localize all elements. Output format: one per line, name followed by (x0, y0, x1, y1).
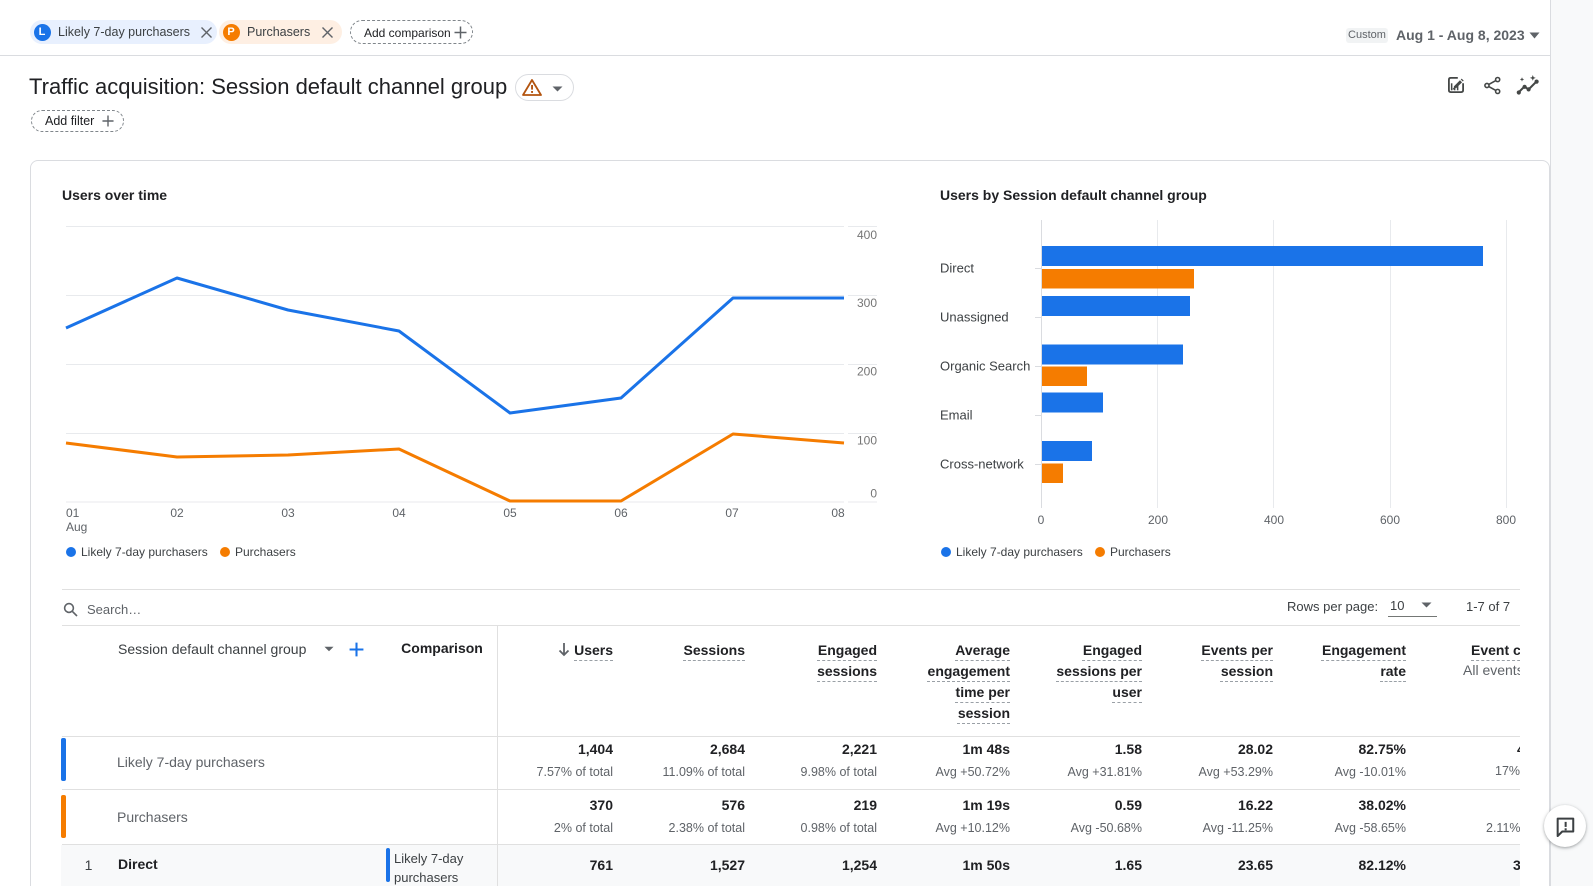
svg-text:06: 06 (614, 506, 628, 520)
svg-text:0: 0 (1038, 513, 1045, 527)
svg-text:07: 07 (725, 506, 739, 520)
svg-text:200: 200 (1148, 513, 1168, 527)
svg-text:800: 800 (1496, 513, 1516, 527)
svg-text:Email: Email (940, 408, 973, 423)
svg-text:400: 400 (857, 228, 877, 242)
svg-text:Organic Search: Organic Search (940, 359, 1030, 374)
svg-text:02: 02 (170, 506, 184, 520)
svg-text:600: 600 (1380, 513, 1400, 527)
svg-text:05: 05 (503, 506, 517, 520)
svg-text:Direct: Direct (940, 261, 974, 276)
svg-text:04: 04 (392, 506, 406, 520)
svg-text:Aug: Aug (66, 520, 87, 534)
svg-text:01: 01 (66, 506, 80, 520)
svg-text:08: 08 (831, 506, 845, 520)
svg-text:300: 300 (857, 296, 877, 310)
svg-text:0: 0 (870, 487, 877, 501)
svg-text:03: 03 (281, 506, 295, 520)
svg-text:200: 200 (857, 365, 877, 379)
svg-text:Unassigned: Unassigned (940, 310, 1009, 325)
svg-text:100: 100 (857, 434, 877, 448)
svg-text:Cross-network: Cross-network (940, 457, 1024, 472)
svg-text:400: 400 (1264, 513, 1284, 527)
